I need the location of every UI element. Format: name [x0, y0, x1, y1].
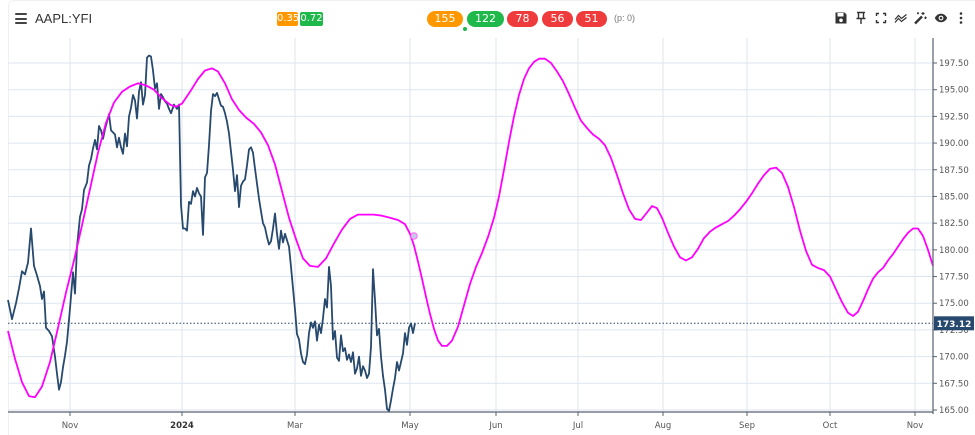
- x-tick-label: Jun: [488, 421, 502, 431]
- y-tick-label: 182.50: [939, 219, 969, 229]
- y-tick-label: 172.50: [939, 326, 969, 336]
- price-line: [7, 54, 416, 412]
- signal-pill-51[interactable]: 51: [576, 11, 607, 27]
- forecast-line: [7, 57, 934, 399]
- chart-axes: 197.50 195.00 192.50 190.00 187.50 185.00 182.…: [8, 38, 974, 431]
- chart-header: AAPL:YFI 0.35 0.72 155 122 78 56 51 (p: …: [0, 0, 975, 38]
- y-tick-label: 195.00: [939, 86, 969, 96]
- y-tick-label: 175.00: [939, 299, 969, 309]
- p-count: (p: 0): [614, 13, 636, 23]
- x-tick-label: Sep: [739, 421, 755, 431]
- x-tick-label: Jul: [572, 421, 583, 431]
- y-tick-label: 177.50: [939, 273, 969, 283]
- signal-pill-122[interactable]: 122: [467, 11, 504, 27]
- score-badge-green: 0.72: [300, 12, 323, 26]
- y-tick-label: 185.00: [939, 192, 969, 202]
- signal-pill-155[interactable]: 155: [427, 11, 463, 27]
- x-tick-label: Mar: [287, 421, 304, 431]
- more-vertical-icon[interactable]: [954, 11, 968, 25]
- signal-pill-78[interactable]: 78: [507, 11, 538, 27]
- y-tick-label: 187.50: [939, 166, 969, 176]
- chart-series: [7, 54, 934, 412]
- y-tick-label: 197.50: [939, 59, 969, 69]
- score-badge-orange: 0.35: [277, 12, 300, 26]
- eye-icon[interactable]: [934, 11, 948, 25]
- fullscreen-icon[interactable]: [874, 11, 888, 25]
- y-tick-label: 170.00: [939, 353, 969, 363]
- signal-pill-56[interactable]: 56: [542, 11, 573, 27]
- y-tick-label: 165.00: [939, 406, 969, 416]
- trend-icon[interactable]: [894, 11, 908, 25]
- chart-frame: [8, 0, 975, 435]
- x-tick-label: Nov: [62, 421, 79, 431]
- last-price-label: 173.12: [934, 316, 974, 331]
- active-indicator-dot: [463, 27, 467, 31]
- x-tick-label: Oct: [823, 421, 838, 431]
- pin-icon[interactable]: [854, 11, 868, 25]
- x-tick-label: May: [401, 421, 419, 431]
- grid-lines: [8, 38, 933, 412]
- y-tick-label: 167.50: [939, 379, 969, 389]
- x-tick-label: Nov: [907, 421, 924, 431]
- save-icon[interactable]: [834, 11, 848, 25]
- svg-text:173.12: 173.12: [937, 320, 972, 330]
- x-tick-label: Aug: [655, 421, 672, 431]
- x-tick-label: 2024: [170, 421, 194, 431]
- y-tick-label: 180.00: [939, 246, 969, 256]
- magic-wand-icon[interactable]: [913, 11, 927, 25]
- ticker-title: AAPL:YFI: [35, 11, 93, 26]
- forecast-marker[interactable]: [410, 232, 418, 240]
- hamburger-menu-icon[interactable]: [15, 13, 27, 24]
- y-tick-label: 192.50: [939, 112, 969, 122]
- y-tick-label: 190.00: [939, 139, 969, 149]
